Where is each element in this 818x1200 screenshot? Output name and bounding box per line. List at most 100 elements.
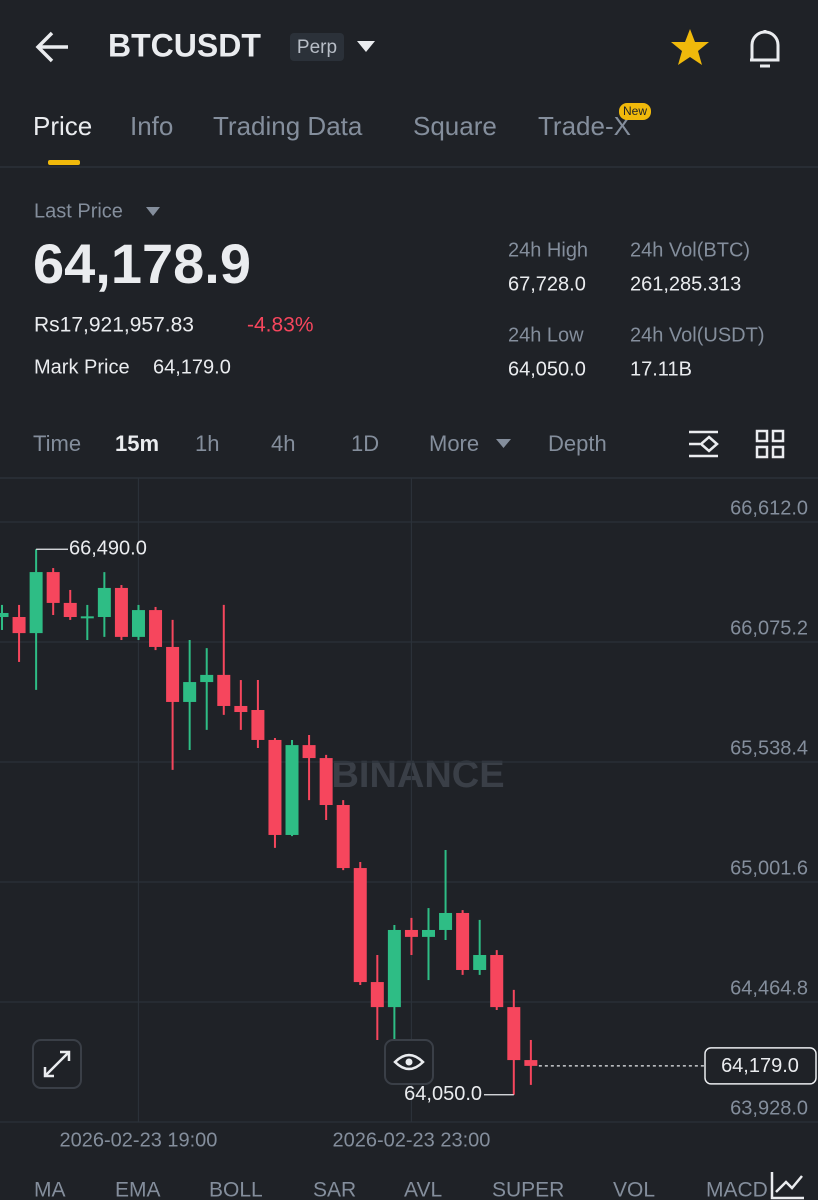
indicator-icon-bg (768, 1166, 818, 1200)
y-tick-label: 63,928.0 (730, 1097, 808, 1119)
dropdown-icon (146, 207, 160, 216)
interval-option[interactable]: 4h (271, 431, 295, 456)
candle-body (200, 674, 214, 683)
fullscreen-icon (43, 1050, 71, 1078)
last-price-tag (704, 1047, 817, 1085)
symbol[interactable]: BTCUSDT (108, 27, 261, 63)
candle-body (217, 674, 231, 706)
stat-label: 24h Vol(USDT) (630, 324, 765, 346)
candle-body (29, 572, 43, 634)
stat-value: 261,285.313 (630, 273, 741, 295)
candle-body (149, 610, 163, 647)
tab[interactable]: Trade-X (538, 111, 631, 141)
candle-body (268, 739, 282, 835)
candle-body (353, 868, 367, 983)
candle-body (473, 955, 487, 970)
x-tick-label: 2026-02-23 19:00 (60, 1129, 218, 1151)
interval-option[interactable]: Depth (548, 431, 607, 456)
back-button[interactable] (35, 31, 68, 63)
candle-body (166, 646, 180, 702)
interval-option[interactable]: 1D (351, 431, 379, 456)
stat-value: 67,728.0 (508, 273, 586, 295)
badge-bg (290, 33, 344, 61)
indicator-tab[interactable]: BOLL (209, 1179, 263, 1200)
candle-body (387, 929, 401, 1008)
watermark: BINANCE (331, 754, 504, 796)
new-badge-bg (619, 103, 651, 120)
candle-body (97, 587, 111, 618)
chart-settings-icon[interactable] (689, 430, 719, 458)
favorite-star[interactable] (671, 29, 709, 65)
y-tick-label: 64,464.8 (730, 977, 808, 999)
interval-option[interactable]: 15m (115, 431, 159, 456)
mark-price-label: Mark Price (34, 356, 130, 378)
local-price: Rs17,921,957.83 (34, 314, 194, 337)
indicator-tab[interactable]: MACD (706, 1179, 768, 1200)
tab-indicator (48, 160, 80, 165)
last-price-label[interactable]: Last Price (34, 200, 123, 222)
interval-option[interactable]: More (429, 431, 479, 456)
candle-body (302, 745, 316, 759)
stat-label: 24h Vol(BTC) (630, 239, 750, 261)
candle-body (319, 758, 333, 806)
more-dropdown (496, 439, 511, 448)
y-tick-label: 65,001.6 (730, 857, 808, 879)
candle-body (404, 929, 418, 937)
eye-icon (393, 1053, 425, 1071)
candle-body (114, 587, 128, 637)
y-tick-label: 65,538.4 (730, 737, 808, 759)
candle-body (490, 955, 504, 1008)
min-label: 64,050.0 (404, 1083, 482, 1105)
candle-body (131, 610, 145, 637)
indicator-tab[interactable]: SUPER (492, 1179, 564, 1200)
candle-body (524, 1060, 538, 1066)
candle-body (63, 602, 77, 618)
perp-badge: Perp (297, 37, 337, 58)
notification-bell[interactable] (750, 30, 780, 68)
indicator-settings-icon[interactable] (770, 1172, 804, 1200)
candle-body (370, 982, 384, 1008)
eye-pupil (405, 1058, 413, 1066)
indicator-tab[interactable]: MA (34, 1179, 66, 1200)
last-price: 64,178.9 (33, 232, 251, 295)
candle-body (507, 1007, 521, 1061)
candle-body (46, 572, 60, 603)
candle-body (422, 929, 435, 937)
indicator-tab[interactable]: AVL (404, 1179, 442, 1200)
indicator-tab[interactable]: SAR (313, 1179, 356, 1200)
x-tick-label: 2026-02-23 23:00 (332, 1129, 490, 1151)
candle-body (183, 682, 197, 702)
candle-body (80, 616, 94, 619)
price-change: -4.83% (247, 314, 314, 337)
y-tick-label: 66,612.0 (730, 497, 808, 519)
stat-label: 24h Low (508, 324, 584, 346)
interval-option[interactable]: Time (33, 431, 81, 456)
interval-option[interactable]: 1h (195, 431, 219, 456)
last-price-label: 64,179.0 (721, 1055, 799, 1077)
stat-value: 17.11B (630, 358, 692, 380)
candle-body (251, 710, 265, 740)
candle-body (456, 912, 470, 970)
stat-value: 64,050.0 (508, 358, 586, 380)
candle-body (439, 912, 453, 930)
tab[interactable]: Trading Data (213, 111, 363, 141)
candle-body (12, 617, 26, 634)
new-badge: New (623, 104, 647, 118)
candle-body (336, 805, 350, 869)
tab[interactable]: Square (413, 111, 497, 141)
tab[interactable]: Info (130, 111, 173, 141)
indicator-tab[interactable]: VOL (613, 1179, 655, 1200)
indicator-tab[interactable]: EMA (115, 1179, 161, 1200)
fullscreen-button[interactable] (32, 1039, 82, 1089)
max-label: 66,490.0 (69, 538, 147, 560)
candle-body (0, 612, 9, 618)
symbol-dropdown[interactable] (357, 41, 375, 52)
layout-icon[interactable] (755, 429, 785, 459)
tab[interactable]: Price (33, 111, 92, 141)
stat-label: 24h High (508, 239, 588, 261)
candle-body (234, 705, 248, 713)
y-tick-label: 66,075.2 (730, 617, 808, 639)
